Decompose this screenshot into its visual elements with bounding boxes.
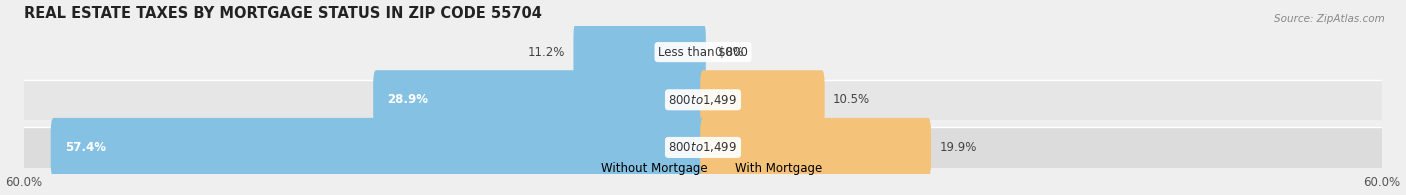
Text: Less than $800: Less than $800 — [658, 46, 748, 59]
Text: 10.5%: 10.5% — [834, 93, 870, 106]
Text: $800 to $1,499: $800 to $1,499 — [668, 93, 738, 107]
Text: Source: ZipAtlas.com: Source: ZipAtlas.com — [1274, 14, 1385, 24]
FancyBboxPatch shape — [700, 70, 825, 129]
FancyBboxPatch shape — [574, 23, 706, 82]
FancyBboxPatch shape — [700, 118, 931, 177]
Bar — [24, 32, 1382, 72]
FancyBboxPatch shape — [51, 118, 706, 177]
Text: $800 to $1,499: $800 to $1,499 — [668, 140, 738, 154]
Text: 57.4%: 57.4% — [65, 141, 105, 154]
Bar — [24, 127, 1382, 168]
Text: 28.9%: 28.9% — [387, 93, 429, 106]
Text: REAL ESTATE TAXES BY MORTGAGE STATUS IN ZIP CODE 55704: REAL ESTATE TAXES BY MORTGAGE STATUS IN … — [24, 5, 541, 20]
Legend: Without Mortgage, With Mortgage: Without Mortgage, With Mortgage — [579, 157, 827, 180]
FancyBboxPatch shape — [373, 70, 706, 129]
Text: 0.0%: 0.0% — [714, 46, 744, 59]
Text: 19.9%: 19.9% — [939, 141, 977, 154]
Bar — [24, 80, 1382, 120]
Text: 11.2%: 11.2% — [527, 46, 565, 59]
